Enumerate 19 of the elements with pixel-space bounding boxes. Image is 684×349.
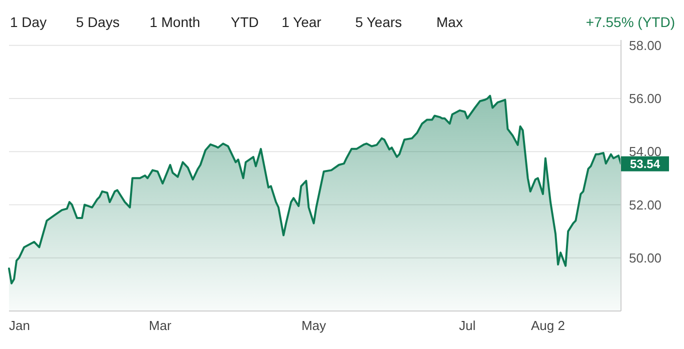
x-tick-label: Jul bbox=[459, 318, 476, 333]
text: 1 Day bbox=[10, 14, 47, 30]
y-tick-label: 54.00 bbox=[629, 144, 662, 160]
text: 5 Days bbox=[76, 14, 120, 30]
x-tick-label: Mar bbox=[148, 318, 172, 333]
y-tick-label: 50.00 bbox=[629, 250, 662, 266]
text: 5 Years bbox=[355, 14, 402, 30]
text: Max bbox=[436, 14, 463, 30]
x-tick-label: May bbox=[301, 318, 327, 333]
text: +7.55% (YTD) bbox=[586, 14, 675, 30]
y-tick-label: 52.00 bbox=[629, 197, 662, 212]
x-tick-label: Aug 2 bbox=[530, 318, 565, 333]
text: YTD bbox=[230, 14, 259, 30]
text: 1 Year bbox=[282, 14, 322, 30]
annotation: 53.54 bbox=[630, 157, 660, 172]
text: 1 Month bbox=[150, 14, 200, 30]
y-tick-label: 56.00 bbox=[629, 91, 662, 106]
x-tick-label: Jan bbox=[9, 318, 30, 333]
y-tick-label: 58.00 bbox=[629, 38, 662, 53]
